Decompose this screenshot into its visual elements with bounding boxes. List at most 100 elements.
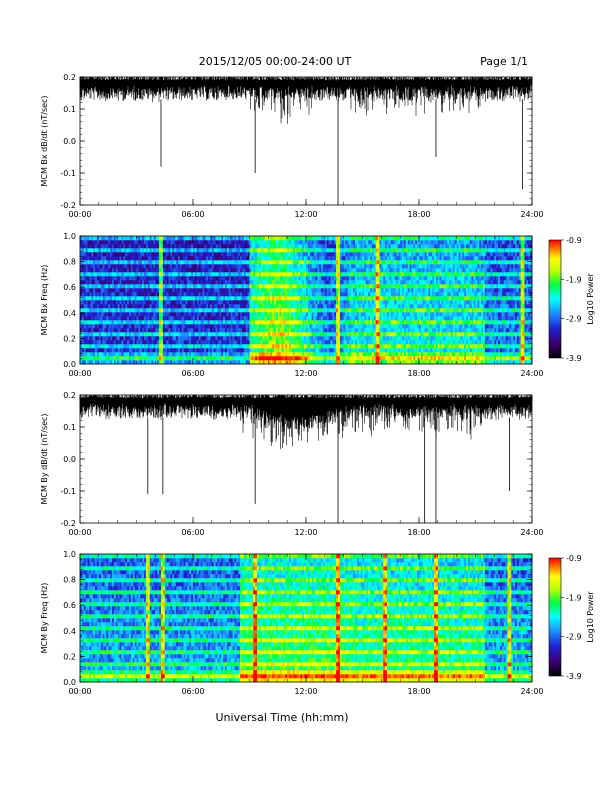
- spec-cell: [285, 252, 288, 257]
- spec-cell: [149, 292, 152, 297]
- spec-cell: [272, 256, 275, 261]
- spec-cell: [307, 316, 311, 321]
- spec-cell: [260, 236, 263, 241]
- spec-cell: [262, 236, 265, 241]
- spec-cell: [204, 292, 207, 297]
- spec-cell: [319, 296, 322, 301]
- spec-cell: [134, 272, 137, 277]
- spec-cell: [179, 292, 182, 297]
- spec-cell: [91, 344, 94, 349]
- spec-cell: [95, 324, 98, 329]
- spec-cell: [356, 288, 360, 293]
- spec-cell: [268, 344, 271, 349]
- spec-cell: [236, 352, 239, 357]
- spec-cell: [166, 244, 169, 249]
- spec-cell: [358, 324, 361, 329]
- spec-cell: [230, 356, 233, 361]
- spec-cell: [313, 352, 316, 357]
- spec-cell: [272, 344, 275, 349]
- spec-cell: [134, 268, 137, 273]
- spec-cell: [209, 352, 213, 357]
- spec-cell: [217, 348, 220, 353]
- spec-cell: [349, 348, 352, 353]
- spec-cell: [157, 268, 160, 273]
- spec-cell: [194, 240, 198, 245]
- spec-cell: [264, 324, 267, 329]
- spec-cell: [336, 272, 339, 277]
- spec-cell: [115, 288, 118, 293]
- spec-cell: [223, 336, 226, 341]
- spec-cell: [354, 360, 358, 365]
- spec-cell: [102, 276, 105, 281]
- spec-cell: [230, 248, 233, 253]
- spec-cell: [115, 320, 118, 325]
- spec-cell: [306, 244, 309, 249]
- spec-cell: [132, 236, 135, 241]
- spec-cell: [166, 336, 169, 341]
- spec-cell: [95, 264, 98, 269]
- x-tick-label: 12:00: [294, 210, 317, 219]
- spec-cell: [339, 308, 343, 313]
- spec-cell: [104, 344, 107, 349]
- spec-cell: [326, 252, 329, 257]
- spec-cell: [93, 336, 96, 341]
- spec-cell: [144, 304, 147, 309]
- spec-cell: [128, 352, 132, 357]
- spec-cell: [279, 332, 282, 337]
- spec-cell: [356, 276, 360, 281]
- spec-cell: [353, 272, 356, 277]
- spec-cell: [260, 248, 263, 253]
- spec-cell: [108, 324, 111, 329]
- spec-cell: [339, 296, 343, 301]
- spec-cell: [253, 340, 256, 345]
- spec-cell: [185, 260, 188, 265]
- spec-cell: [236, 344, 239, 349]
- spec-cell: [117, 248, 120, 253]
- spec-cell: [104, 304, 107, 309]
- spec-cell: [127, 252, 130, 257]
- spec-cell: [93, 292, 96, 297]
- spec-cell: [296, 236, 299, 241]
- spec-cell: [272, 260, 275, 265]
- spec-cell: [144, 296, 147, 301]
- spec-cell: [358, 352, 361, 357]
- spec-cell: [281, 272, 284, 277]
- spec-cell: [198, 260, 201, 265]
- spec-cell: [102, 356, 105, 361]
- spec-cell: [157, 272, 160, 277]
- spec-cell: [174, 268, 177, 273]
- spec-cell: [206, 352, 209, 357]
- spec-cell: [266, 360, 269, 365]
- spec-cell: [353, 244, 356, 249]
- spec-cell: [300, 248, 303, 253]
- spec-cell: [249, 360, 252, 365]
- spec-cell: [95, 292, 98, 297]
- spec-cell: [300, 328, 303, 333]
- spec-cell: [110, 248, 113, 253]
- spec-cell: [194, 236, 198, 241]
- spec-cell: [243, 260, 247, 265]
- spec-cell: [272, 336, 275, 341]
- spec-cell: [307, 296, 311, 301]
- spec-cell: [285, 360, 288, 365]
- spec-cell: [93, 340, 96, 345]
- spec-cell: [289, 296, 292, 301]
- spec-cell: [330, 280, 333, 285]
- spec-cell: [217, 340, 220, 345]
- spec-cell: [281, 276, 284, 281]
- spec-cell: [223, 316, 226, 321]
- spec-cell: [326, 332, 329, 337]
- spec-cell: [102, 352, 105, 357]
- spec-cell: [179, 336, 182, 341]
- spec-cell: [275, 328, 279, 333]
- spec-cell: [255, 316, 258, 321]
- spec-cell: [290, 352, 294, 357]
- spec-cell: [262, 272, 265, 277]
- spec-cell: [208, 288, 211, 293]
- spec-cell: [130, 260, 134, 265]
- spec-cell: [258, 320, 262, 325]
- spec-cell: [225, 264, 228, 269]
- spec-cell: [127, 336, 130, 341]
- spec-cell: [221, 344, 224, 349]
- spec-cell: [309, 268, 312, 273]
